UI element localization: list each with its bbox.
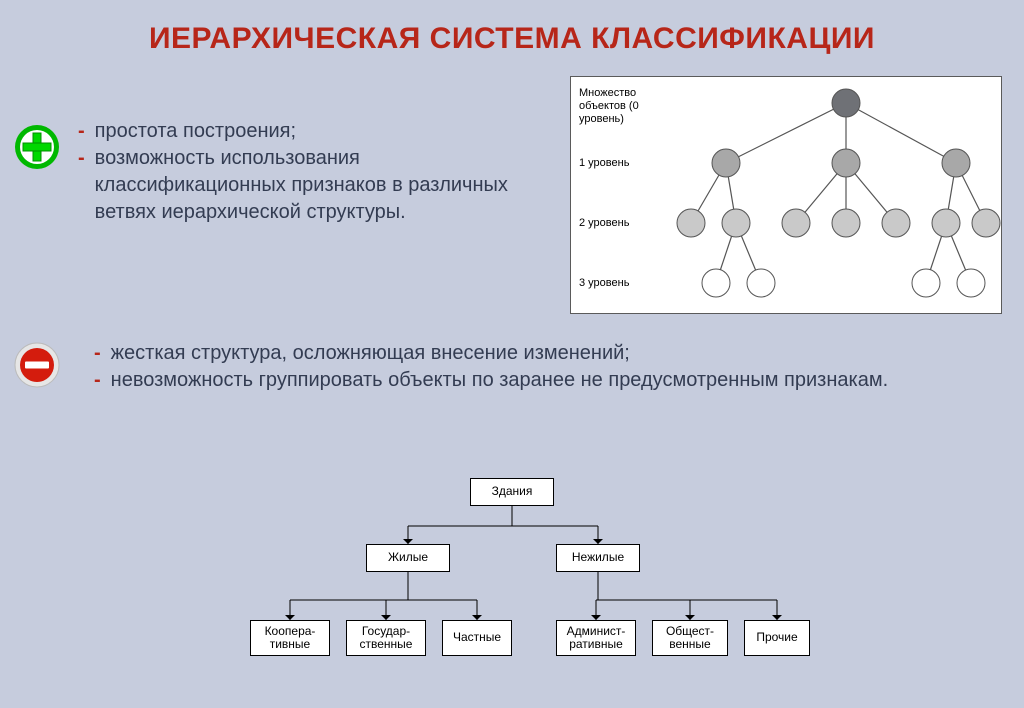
slide: ИЕРАРХИЧЕСКАЯ СИСТЕМА КЛАССИФИКАЦИИ - пр… — [0, 0, 1024, 708]
cons-list: - жесткая структура, осложняющая внесени… — [94, 340, 964, 394]
con-item: - жесткая структура, осложняющая внесени… — [94, 340, 964, 367]
con-text: невозможность группировать объекты по за… — [111, 367, 964, 394]
hier-box-c1: Коопера- тивные — [250, 620, 330, 656]
hier-box-b2: Нежилые — [556, 544, 640, 572]
pro-item: - простота построения; — [78, 118, 548, 145]
hier-box-c5: Общест- венные — [652, 620, 728, 656]
hier-box-root: Здания — [470, 478, 554, 506]
con-item: - невозможность группировать объекты по … — [94, 367, 964, 394]
dash-icon: - — [94, 340, 111, 367]
hier-box-c4: Админист- ративные — [556, 620, 636, 656]
dash-icon: - — [78, 145, 95, 226]
pro-text: простота построения; — [95, 118, 548, 145]
pro-item: - возможность использования классификаци… — [78, 145, 548, 226]
tree-svg — [571, 77, 1001, 313]
con-text: жесткая структура, осложняющая внесение … — [111, 340, 964, 367]
plus-icon — [14, 124, 60, 170]
dash-icon: - — [78, 118, 95, 145]
hier-box-b1: Жилые — [366, 544, 450, 572]
minus-icon — [14, 342, 60, 388]
tree-panel: Множество объектов (0 уровень) 1 уровень… — [570, 76, 1002, 314]
slide-title: ИЕРАРХИЧЕСКАЯ СИСТЕМА КЛАССИФИКАЦИИ — [0, 22, 1024, 56]
hier-box-c2: Государ- ственные — [346, 620, 426, 656]
hier-box-c6: Прочие — [744, 620, 810, 656]
dash-icon: - — [94, 367, 111, 394]
pros-list: - простота построения; - возможность исп… — [78, 118, 548, 226]
pro-text: возможность использования классификацион… — [95, 145, 548, 226]
hier-box-c3: Частные — [442, 620, 512, 656]
